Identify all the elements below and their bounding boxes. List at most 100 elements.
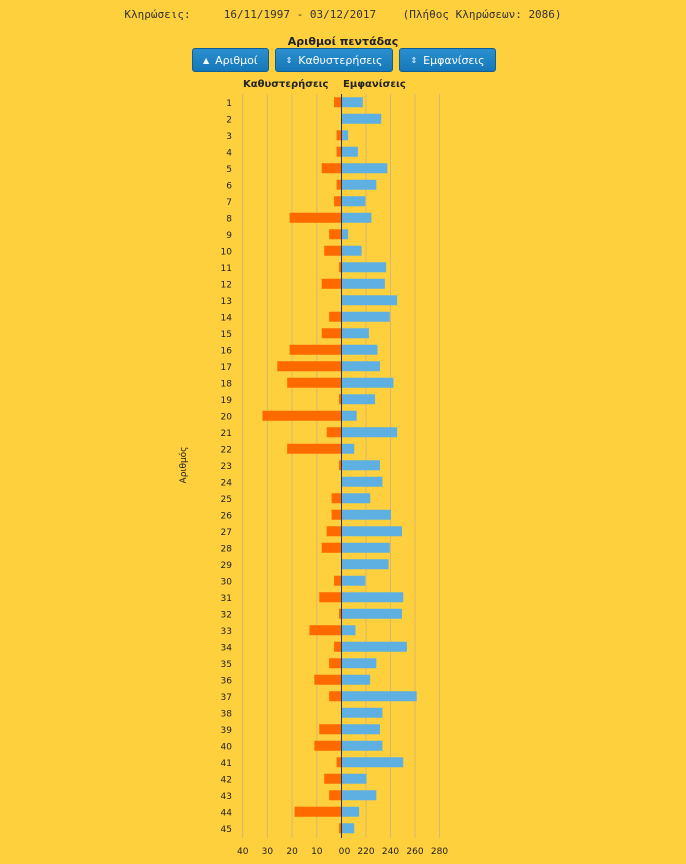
left-tick-label: 30	[262, 847, 274, 857]
appearance-bar	[342, 542, 390, 553]
appearance-bar	[342, 509, 391, 520]
delay-bar	[326, 427, 342, 438]
delay-bar	[309, 625, 342, 636]
delay-bar	[321, 163, 342, 174]
category-label: 32	[221, 610, 232, 620]
delay-bar	[319, 592, 342, 603]
draw-count: (Πλήθος Κληρώσεων: 2086)	[402, 8, 562, 21]
sort-by-appearances-label: Εμφανίσεις	[423, 53, 485, 67]
category-label: 35	[221, 660, 232, 670]
left-tick-label: 10	[311, 847, 323, 857]
category-label: 29	[221, 561, 233, 571]
category-label: 42	[221, 775, 232, 785]
delay-bar	[329, 790, 342, 801]
sort-icon: ⇕	[285, 55, 293, 65]
category-label: 33	[221, 627, 232, 637]
left-tick-label: 0	[339, 847, 345, 857]
sort-by-appearances-button[interactable]: ⇕ Εμφανίσεις	[399, 48, 496, 72]
delay-bar	[331, 493, 342, 504]
appearance-bar	[342, 97, 363, 108]
sort-by-number-label: Αριθμοί	[215, 53, 258, 67]
appearance-bar	[342, 295, 398, 306]
appearance-bar	[342, 707, 383, 718]
category-label: 17	[221, 363, 232, 373]
category-label: 37	[221, 693, 232, 703]
delay-bar	[334, 641, 342, 652]
category-label: 31	[221, 594, 232, 604]
category-label: 36	[221, 676, 233, 686]
bars: 1234567891011121314151617181920212223242…	[221, 97, 417, 835]
appearance-bar	[342, 674, 371, 685]
category-label: 11	[221, 264, 232, 274]
category-label: 6	[226, 181, 232, 191]
delay-bar	[336, 179, 342, 190]
delay-bar	[287, 377, 342, 388]
category-label: 39	[221, 726, 233, 736]
delay-bar	[321, 328, 342, 339]
draws-label: Κληρώσεις:	[124, 8, 191, 21]
sort-by-number-button[interactable]: ▲ Αριθμοί	[192, 48, 269, 72]
appearance-bar	[342, 740, 383, 751]
appearance-bar	[342, 575, 366, 586]
appearance-bar	[342, 625, 356, 636]
appearance-bar	[342, 592, 404, 603]
appearance-bar	[342, 344, 378, 355]
tick-labels: 40 30 20 10 0 0 220 240 260 280	[237, 847, 448, 857]
chart-title: Αριθμοί πεντάδας	[287, 35, 399, 48]
category-label: 20	[221, 412, 233, 422]
category-label: 19	[221, 396, 233, 406]
category-label: 10	[221, 247, 233, 257]
appearance-bar	[342, 806, 360, 817]
delay-bar	[334, 97, 342, 108]
delay-bar	[339, 608, 342, 619]
delays-axis-label: Καθυστερήσεις	[243, 79, 329, 90]
category-label: 5	[226, 165, 232, 175]
delay-bar	[277, 361, 342, 372]
delay-bar	[336, 757, 342, 768]
category-label: 15	[221, 330, 232, 340]
category-label: 12	[221, 280, 232, 290]
category-label: 2	[226, 115, 232, 125]
delay-bar	[289, 212, 342, 223]
delay-bar	[331, 509, 342, 520]
date-range: 16/11/1997 - 03/12/2017	[223, 8, 377, 21]
appearance-bar	[342, 658, 377, 669]
category-label: 25	[221, 495, 232, 505]
delay-bar	[339, 460, 342, 471]
category-label: 1	[226, 99, 232, 109]
caret-up-icon: ▲	[203, 55, 210, 65]
delay-bar	[336, 146, 342, 157]
category-label: 14	[221, 313, 233, 323]
category-label: 22	[221, 445, 232, 455]
sort-by-delays-label: Καθυστερήσεις	[298, 53, 383, 67]
category-label: 38	[221, 709, 233, 719]
appearance-bar	[342, 196, 366, 207]
appearance-bar	[342, 361, 380, 372]
right-tick-label: 0	[345, 847, 351, 857]
right-tick-label: 240	[382, 847, 399, 857]
left-tick-label: 40	[237, 847, 249, 857]
right-tick-label: 220	[357, 847, 374, 857]
appearance-bar	[342, 691, 417, 702]
appearance-bar	[342, 130, 349, 141]
appearance-bar	[342, 526, 403, 537]
appearance-bar	[342, 427, 398, 438]
appearance-bar	[342, 394, 376, 405]
category-label: 44	[221, 808, 233, 818]
delay-bar	[289, 344, 342, 355]
sort-by-delays-button[interactable]: ⇕ Καθυστερήσεις	[274, 48, 394, 72]
delay-bar	[329, 311, 342, 322]
appearance-bar	[342, 113, 382, 124]
category-label: 24	[221, 478, 233, 488]
appearance-bar	[342, 493, 371, 504]
delay-bar	[334, 196, 342, 207]
appearance-bar	[342, 443, 355, 454]
delay-bar	[339, 823, 342, 834]
appearance-bar	[342, 278, 385, 289]
delay-bar	[294, 806, 342, 817]
category-label: 28	[221, 544, 233, 554]
appearance-bar	[342, 311, 390, 322]
sort-icon: ⇕	[410, 55, 418, 65]
delay-bar	[339, 262, 342, 273]
left-tick-label: 20	[286, 847, 298, 857]
